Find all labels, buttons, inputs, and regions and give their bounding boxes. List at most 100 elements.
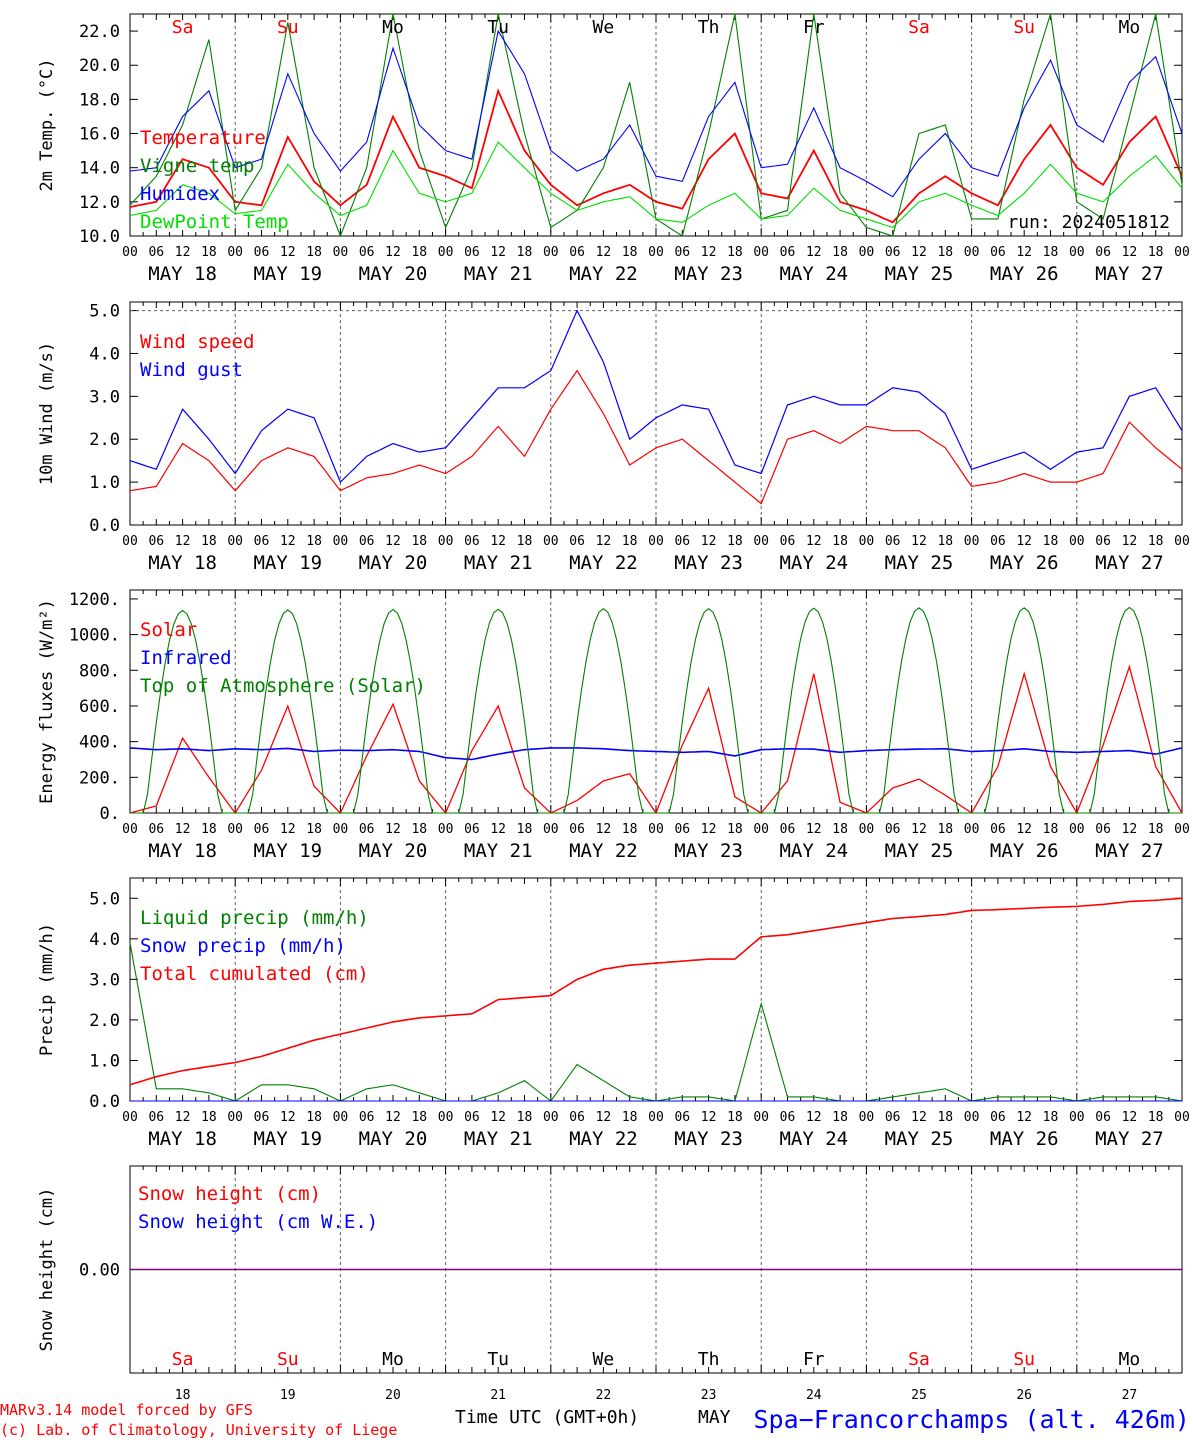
hour-tick-label: 12 (1122, 822, 1138, 837)
y-axis-label: Precip (mm/h) (37, 923, 57, 1056)
date-label: MAY 19 (253, 263, 322, 285)
legend-entry: DewPoint Temp (140, 211, 289, 233)
hour-tick-label: 06 (569, 245, 585, 260)
hour-tick-label: 18 (622, 822, 638, 837)
hour-tick-label: 00 (1174, 822, 1190, 837)
date-label: MAY 26 (990, 1128, 1059, 1150)
hour-tick-label: 06 (1095, 245, 1111, 260)
date-label: MAY 18 (148, 552, 217, 574)
hour-tick-label: 00 (753, 245, 769, 260)
hour-tick-label: 18 (727, 534, 743, 549)
panel-frame (129, 301, 1183, 526)
hour-tick-label: 18 (201, 1110, 217, 1125)
station-title: Spa−Francorchamps (alt. 426m) (754, 1405, 1191, 1434)
hour-tick-label: 18 (937, 245, 953, 260)
hour-tick-label: 00 (122, 245, 138, 260)
day-name: Tu (487, 1349, 509, 1370)
day-name: Su (277, 1349, 299, 1370)
series-line (129, 369, 1183, 505)
hour-tick-label: 06 (359, 534, 375, 549)
hour-tick-label: 00 (438, 245, 454, 260)
hour-tick-label: 12 (490, 822, 506, 837)
y-tick-label: 4.0 (89, 344, 120, 364)
hour-tick-label: 12 (596, 1110, 612, 1125)
hour-tick-label: 00 (1069, 245, 1085, 260)
legend-entry: Wind gust (140, 359, 243, 381)
day-name: Mo (1119, 17, 1141, 38)
hour-tick-label: 00 (753, 534, 769, 549)
hour-tick-label: 00 (648, 1110, 664, 1125)
hour-tick-label: 18 (622, 1110, 638, 1125)
hour-tick-label: 00 (859, 245, 875, 260)
date-label: MAY 26 (990, 552, 1059, 574)
day-name: Sa (908, 1349, 930, 1370)
date-label: MAY 21 (464, 1128, 533, 1150)
hour-tick-label: 18 (201, 245, 217, 260)
series-line (129, 141, 1183, 229)
hour-tick-label: 00 (964, 1110, 980, 1125)
y-axis-label: 10m Wind (m/s) (37, 342, 57, 485)
hour-tick-label: 18 (306, 245, 322, 260)
hour-tick-label: 00 (438, 534, 454, 549)
hour-tick-label: 00 (227, 534, 243, 549)
hour-tick-label: 12 (175, 245, 191, 260)
hour-tick-label: 00 (964, 245, 980, 260)
hour-tick-label: 06 (464, 822, 480, 837)
date-label: MAY 19 (253, 552, 322, 574)
hour-tick-label: 06 (674, 245, 690, 260)
hour-tick-label: 06 (674, 534, 690, 549)
legend-entry: Snow height (cm) (138, 1183, 321, 1205)
hour-tick-label: 18 (1043, 1110, 1059, 1125)
date-label: MAY 24 (779, 263, 848, 285)
hour-tick-label: 12 (280, 1110, 296, 1125)
hour-tick-label: 06 (990, 1110, 1006, 1125)
legend-entry: Snow height (cm W.E.) (138, 1211, 378, 1233)
day-name: Su (1013, 17, 1035, 38)
hour-tick-label: 06 (254, 822, 270, 837)
hour-tick-label: 12 (280, 534, 296, 549)
date-label: MAY 23 (674, 552, 743, 574)
date-label: MAY 20 (359, 1128, 428, 1150)
date-label: MAY 23 (674, 840, 743, 862)
hour-tick-label: 06 (885, 822, 901, 837)
hour-tick-label: 12 (490, 245, 506, 260)
hour-tick-label: 12 (175, 822, 191, 837)
date-label: MAY 26 (990, 840, 1059, 862)
hour-tick-label: 18 (411, 534, 427, 549)
hour-tick-label: 06 (674, 822, 690, 837)
hour-tick-label: 06 (254, 534, 270, 549)
hour-tick-label: 12 (806, 245, 822, 260)
hour-tick-label: 18 (411, 1110, 427, 1125)
day-number: 20 (385, 1388, 401, 1403)
legend-entry: Wind speed (140, 331, 254, 353)
date-label: MAY 19 (253, 840, 322, 862)
hour-tick-label: 00 (859, 822, 875, 837)
day-number: 24 (806, 1388, 822, 1403)
hour-tick-label: 12 (701, 1110, 717, 1125)
y-axis-label: 2m Temp. (°C) (37, 58, 57, 191)
hour-tick-label: 18 (937, 822, 953, 837)
hour-tick-label: 06 (990, 534, 1006, 549)
date-label: MAY 21 (464, 263, 533, 285)
date-label: MAY 22 (569, 552, 638, 574)
hour-tick-label: 12 (385, 1110, 401, 1125)
hour-tick-label: 06 (885, 534, 901, 549)
hour-tick-label: 06 (464, 534, 480, 549)
hour-tick-label: 18 (306, 822, 322, 837)
y-tick-label: 3.0 (89, 970, 120, 990)
hour-tick-label: 12 (596, 245, 612, 260)
date-label: MAY 21 (464, 552, 533, 574)
date-label: MAY 24 (779, 552, 848, 574)
day-name: Tu (487, 17, 509, 38)
hour-tick-label: 06 (1095, 534, 1111, 549)
hour-tick-label: 12 (1016, 245, 1032, 260)
y-axis-label: Energy fluxes (W/m²) (37, 599, 57, 804)
hour-tick-label: 00 (1174, 534, 1190, 549)
day-number: 25 (911, 1388, 927, 1403)
hour-tick-label: 12 (280, 245, 296, 260)
hour-tick-label: 18 (411, 245, 427, 260)
series-line (129, 29, 1183, 198)
hour-tick-label: 18 (1043, 245, 1059, 260)
hour-tick-label: 00 (333, 1110, 349, 1125)
hour-tick-label: 12 (596, 534, 612, 549)
